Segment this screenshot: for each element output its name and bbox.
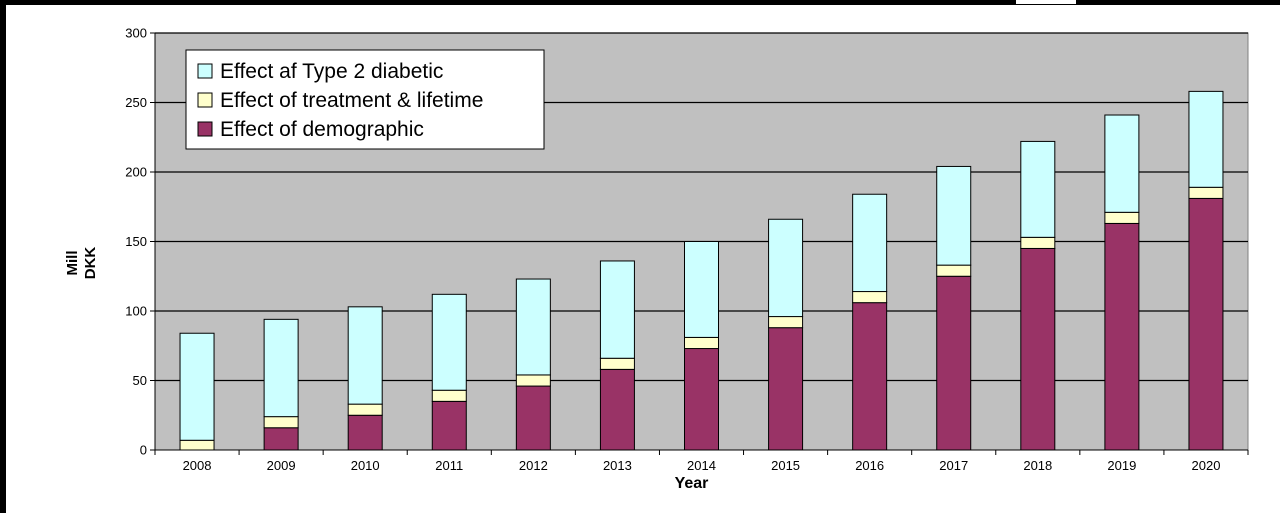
y-tick-label: 200	[125, 165, 147, 180]
x-axis-label: Year	[675, 475, 709, 492]
x-tick-label: 2011	[435, 458, 463, 473]
y-tick-label: 250	[125, 95, 147, 110]
x-tick-label: 2019	[1107, 458, 1136, 473]
bar-segment	[1188, 197, 1224, 451]
x-tick-label: 2020	[1192, 458, 1221, 473]
bar-segment	[599, 368, 635, 451]
bar-segment	[347, 306, 383, 405]
bar-segment	[515, 374, 551, 387]
x-tick-label: 2008	[183, 458, 212, 473]
x-tick-label: 2017	[939, 458, 968, 473]
x-tick-label: 2009	[267, 458, 296, 473]
bars	[179, 90, 1224, 451]
x-tick-label: 2018	[1023, 458, 1052, 473]
x-tick-label: 2010	[351, 458, 380, 473]
bar-segment	[852, 291, 888, 304]
legend-label: Effect of demographic	[220, 118, 424, 141]
bar-segment	[1104, 211, 1140, 224]
axes	[150, 32, 1249, 455]
bar-segment	[768, 218, 804, 318]
bar-segment	[1104, 222, 1140, 451]
y-tick-label: 150	[125, 234, 147, 249]
bar-segment	[852, 193, 888, 293]
x-tick-label: 2012	[519, 458, 548, 473]
legend-box	[185, 49, 545, 150]
bar-segment	[599, 357, 635, 370]
bar-segment	[936, 275, 972, 451]
x-tick-label: 2014	[687, 458, 716, 473]
legend-label: Effect af Type 2 diabetic	[220, 60, 443, 83]
y-axis-label-line2: DKK	[82, 247, 99, 280]
y-tick-label: 50	[133, 373, 147, 388]
bar-segment	[684, 348, 719, 451]
bar-segment	[768, 327, 804, 451]
legend-label: Effect of treatment & lifetime	[220, 89, 483, 112]
y-tick-labels: 0 50 100 150 200 250 300	[125, 26, 147, 458]
bar-segment	[179, 332, 215, 441]
bar-segment	[431, 400, 467, 451]
bar-segment	[515, 278, 551, 376]
bar-segment	[599, 260, 635, 359]
bar-segment	[936, 165, 972, 266]
bar-segment	[263, 318, 299, 418]
bar-segment	[431, 293, 467, 391]
x-tick-labels: 2008 2009 2010 2011 2012 2013 2014 2015 2016 2017…	[183, 458, 1221, 473]
bar-segment	[936, 264, 972, 277]
x-tick-label: 2015	[771, 458, 800, 473]
legend-swatch	[197, 92, 213, 108]
bar-segment	[852, 302, 888, 451]
bar-segment	[1020, 247, 1056, 451]
bar-segment	[263, 427, 299, 451]
bar-segment	[1020, 140, 1056, 238]
bar-segment	[263, 416, 299, 429]
y-axis-label-line1: Mill	[64, 251, 81, 276]
bar-segment	[515, 385, 551, 451]
bar-segment	[347, 414, 383, 451]
bar-segment	[768, 316, 804, 329]
bar-segment	[1188, 186, 1224, 199]
bar-segment	[179, 439, 215, 451]
y-tick-label: 300	[125, 26, 147, 41]
bar-segment	[1020, 236, 1056, 249]
legend-swatch	[197, 121, 213, 137]
x-tick-label: 2013	[603, 458, 632, 473]
bar-segment	[1188, 90, 1224, 188]
bar-segment	[1104, 114, 1140, 213]
y-tick-label: 0	[140, 443, 147, 458]
legend-swatch	[197, 63, 213, 79]
x-tick-label: 2016	[855, 458, 884, 473]
bar-segment	[684, 336, 719, 350]
y-tick-label: 100	[125, 304, 147, 319]
chart-canvas: 0 50 100 150 200 250 300 2008 2009 2010 2011 2012 2…	[6, 0, 1280, 513]
bar-segment	[684, 241, 719, 338]
bar-segment	[347, 403, 383, 416]
legend: Effect af Type 2 diabetic Effect of treat…	[185, 49, 545, 150]
bar-segment	[431, 389, 467, 402]
